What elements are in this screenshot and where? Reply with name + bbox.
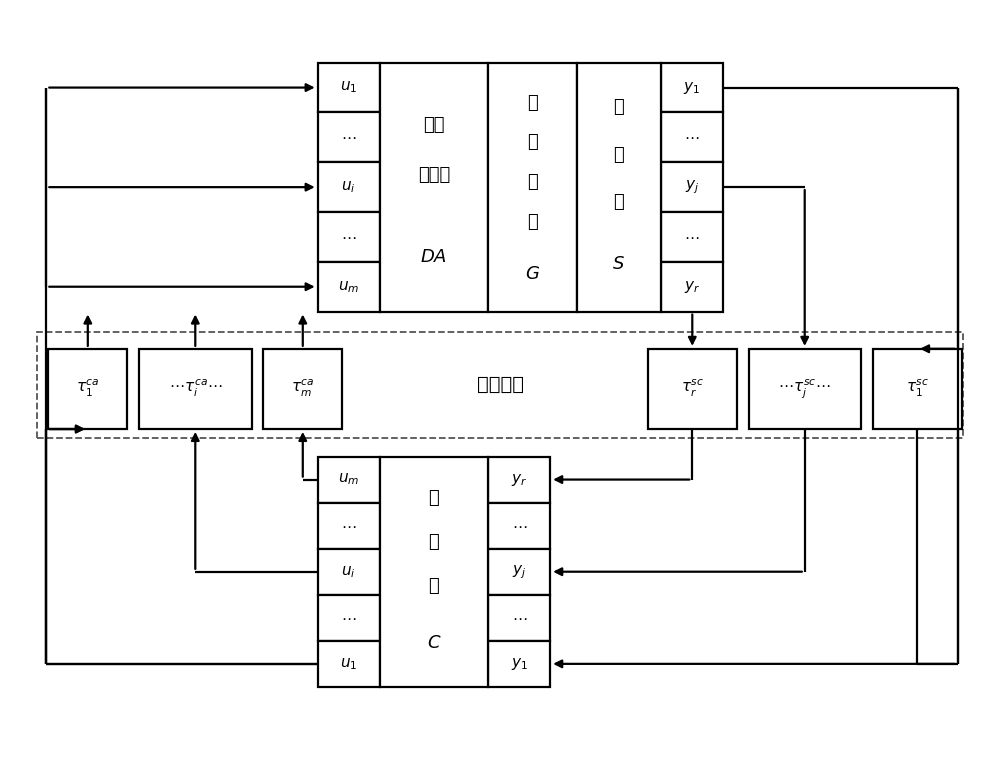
Bar xyxy=(318,641,380,687)
Bar xyxy=(318,262,380,312)
Text: 象: 象 xyxy=(527,213,538,231)
Text: $\tau_1^{sc}$: $\tau_1^{sc}$ xyxy=(906,378,929,400)
Bar xyxy=(661,212,723,262)
Bar xyxy=(48,349,127,429)
Text: $\cdots\tau_j^{sc}\cdots$: $\cdots\tau_j^{sc}\cdots$ xyxy=(778,378,831,400)
Text: $u_1$: $u_1$ xyxy=(340,79,357,95)
Bar xyxy=(648,349,737,429)
Bar xyxy=(488,641,550,687)
Bar xyxy=(488,503,550,549)
Text: $\tau_1^{ca}$: $\tau_1^{ca}$ xyxy=(76,378,100,400)
Text: $y_1$: $y_1$ xyxy=(683,79,700,95)
Text: 制: 制 xyxy=(429,533,439,551)
Text: $y_j$: $y_j$ xyxy=(512,563,526,581)
Bar xyxy=(318,113,380,162)
Text: $\cdots$: $\cdots$ xyxy=(684,230,700,244)
Bar xyxy=(577,63,661,312)
Text: $u_m$: $u_m$ xyxy=(338,472,359,488)
Bar xyxy=(318,162,380,212)
Bar xyxy=(488,456,550,503)
Text: $G$: $G$ xyxy=(525,265,540,283)
Text: 控: 控 xyxy=(527,133,538,151)
Text: 器: 器 xyxy=(429,577,439,594)
Text: $\cdots$: $\cdots$ xyxy=(512,611,527,625)
Text: $\tau_m^{ca}$: $\tau_m^{ca}$ xyxy=(291,378,315,400)
Text: $\cdots\tau_i^{ca}\cdots$: $\cdots\tau_i^{ca}\cdots$ xyxy=(169,378,222,400)
Text: $y_r$: $y_r$ xyxy=(684,279,700,294)
Text: $u_m$: $u_m$ xyxy=(338,279,359,294)
Bar xyxy=(488,63,577,312)
Text: $C$: $C$ xyxy=(427,634,441,652)
Bar xyxy=(661,113,723,162)
Text: $\cdots$: $\cdots$ xyxy=(512,519,527,533)
Text: 解耦: 解耦 xyxy=(423,116,445,134)
Text: $u_1$: $u_1$ xyxy=(340,656,357,671)
Bar xyxy=(37,332,963,438)
Text: $y_j$: $y_j$ xyxy=(685,179,699,196)
Bar xyxy=(318,212,380,262)
Text: $DA$: $DA$ xyxy=(420,248,447,266)
Text: $u_i$: $u_i$ xyxy=(341,564,356,580)
Text: $\tau_r^{sc}$: $\tau_r^{sc}$ xyxy=(681,378,704,400)
Bar xyxy=(318,503,380,549)
Text: $y_r$: $y_r$ xyxy=(511,472,527,488)
Bar xyxy=(380,63,488,312)
Bar xyxy=(488,595,550,641)
Bar xyxy=(318,63,380,113)
Text: 控: 控 xyxy=(429,489,439,507)
Text: $\cdots$: $\cdots$ xyxy=(684,130,700,145)
Text: 通信网络: 通信网络 xyxy=(477,376,524,394)
Bar xyxy=(661,63,723,113)
Bar xyxy=(873,349,962,429)
Bar xyxy=(380,456,488,687)
Text: 执行器: 执行器 xyxy=(418,166,450,184)
Text: 对: 对 xyxy=(527,173,538,192)
Bar xyxy=(661,162,723,212)
Bar xyxy=(748,349,861,429)
Text: $S$: $S$ xyxy=(612,255,625,273)
Bar xyxy=(488,549,550,595)
Text: $y_1$: $y_1$ xyxy=(511,656,528,672)
Bar xyxy=(661,262,723,312)
Bar xyxy=(318,456,380,503)
Text: 器: 器 xyxy=(613,193,624,211)
Bar xyxy=(139,349,252,429)
Bar xyxy=(263,349,342,429)
Text: $u_i$: $u_i$ xyxy=(341,179,356,195)
Text: 被: 被 xyxy=(527,94,538,111)
Text: 传: 传 xyxy=(613,98,624,117)
Text: $\cdots$: $\cdots$ xyxy=(341,611,356,625)
Bar xyxy=(318,595,380,641)
Text: $\cdots$: $\cdots$ xyxy=(341,130,356,145)
Text: $\cdots$: $\cdots$ xyxy=(341,230,356,244)
Text: $\cdots$: $\cdots$ xyxy=(341,519,356,533)
Bar xyxy=(318,549,380,595)
Text: 感: 感 xyxy=(613,146,624,164)
